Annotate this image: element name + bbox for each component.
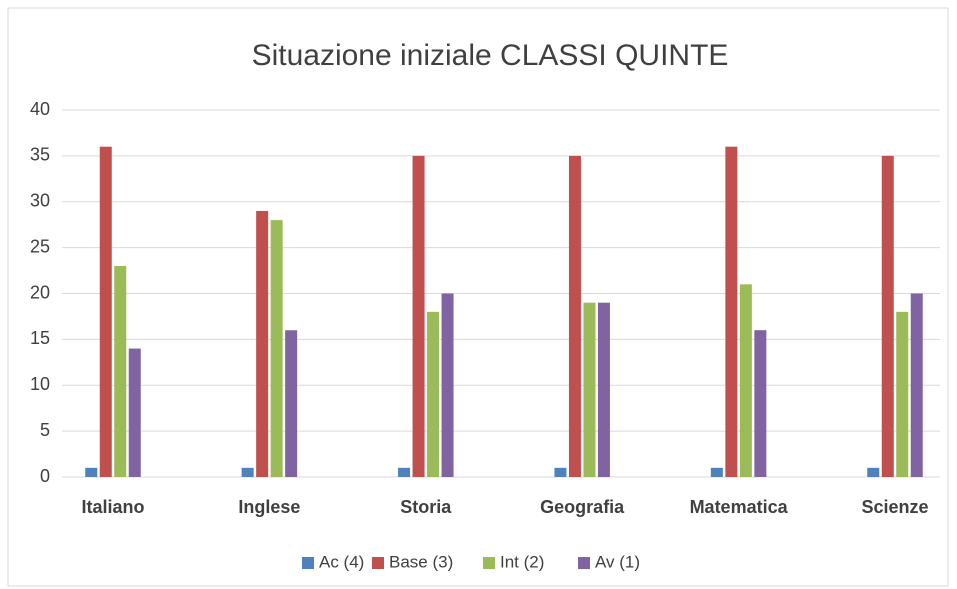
bar xyxy=(896,311,909,477)
y-tick-label: 35 xyxy=(30,145,50,165)
y-tick-label: 30 xyxy=(30,191,50,211)
bar xyxy=(114,265,127,477)
legend-swatch xyxy=(578,557,590,569)
legend-label: Int (2) xyxy=(500,552,544,571)
bar xyxy=(583,302,596,477)
bar xyxy=(99,146,112,477)
legend-label: Av (1) xyxy=(595,552,640,571)
bar xyxy=(398,467,411,477)
y-tick-label: 5 xyxy=(40,420,50,440)
bar xyxy=(867,467,880,477)
x-tick-label: Matematica xyxy=(690,497,789,517)
legend-swatch xyxy=(302,557,314,569)
bar xyxy=(85,467,98,477)
bar xyxy=(754,330,767,477)
bar xyxy=(285,330,298,477)
legend-label: Ac (4) xyxy=(319,552,364,571)
legend-label: Base (3) xyxy=(389,552,453,571)
bar xyxy=(256,210,269,478)
x-tick-label: Storia xyxy=(400,497,452,517)
x-tick-label: Scienze xyxy=(861,497,928,517)
bar xyxy=(128,348,141,477)
bar xyxy=(412,155,425,477)
y-tick-label: 25 xyxy=(30,236,50,256)
bar xyxy=(554,467,567,477)
chart-border xyxy=(7,7,949,587)
bar xyxy=(710,467,723,477)
chart-title: Situazione iniziale CLASSI QUINTE xyxy=(252,39,729,72)
y-tick-label: 0 xyxy=(40,466,50,486)
bar xyxy=(441,293,454,477)
x-tick-label: Geografia xyxy=(540,497,625,517)
bar xyxy=(597,302,610,477)
y-tick-label: 10 xyxy=(30,374,50,394)
bar xyxy=(725,146,738,477)
legend-swatch xyxy=(372,557,384,569)
legend-swatch xyxy=(483,557,495,569)
y-tick-label: 40 xyxy=(30,99,50,119)
y-tick-label: 20 xyxy=(30,282,50,302)
bar xyxy=(881,155,894,477)
bar xyxy=(241,467,254,477)
bar xyxy=(739,284,752,477)
bar xyxy=(568,155,581,477)
x-tick-label: Italiano xyxy=(81,497,144,517)
bar xyxy=(427,311,440,477)
bar xyxy=(270,220,283,477)
x-tick-label: Inglese xyxy=(238,497,300,517)
y-tick-label: 15 xyxy=(30,328,50,348)
bar xyxy=(910,293,923,477)
